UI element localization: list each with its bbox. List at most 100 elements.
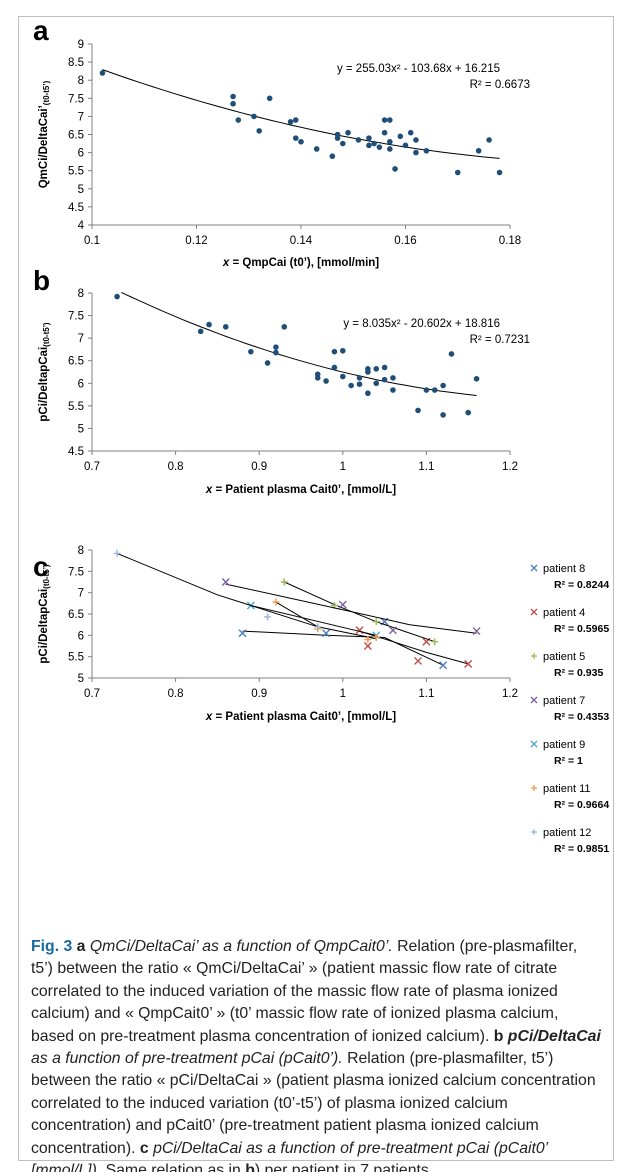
chart-c-legend-marker: [530, 740, 538, 748]
chart-a-data-point: [423, 147, 430, 154]
chart-c-data-point: [372, 633, 380, 641]
chart-a-data-point: [387, 117, 393, 123]
chart-c-legend-marker: [530, 696, 538, 704]
caption-a-title: QmCi/DeltaCai’ as a function of QmpCait0…: [89, 938, 393, 955]
chart-c-trendline-7: [116, 552, 318, 628]
caption-b-body: Relation (pre-plasmafilter, t5’) between…: [31, 1050, 596, 1157]
chart-a-data-point: [340, 140, 346, 147]
chart-a-y-tick-label: 7: [78, 111, 84, 123]
chart-c-legend-r-squared: R² = 0.935: [554, 667, 603, 679]
chart-b-panel-letter: b: [33, 265, 50, 296]
chart-b-data-point: [356, 375, 363, 381]
chart-b-x-axis-label: x = Patient plasma Cait0’, [mmol/L]: [205, 484, 396, 496]
chart-c-data-point: [280, 578, 288, 586]
chart-b-data-point: [381, 376, 388, 383]
chart-c-y-tick-label: 6: [78, 630, 84, 642]
chart-c-legend-label: patient 9: [543, 739, 585, 751]
chart-c-data-point: [364, 636, 372, 644]
chart-a-data-point: [397, 133, 404, 140]
chart-b-data-point: [114, 293, 120, 300]
chart-a-y-tick-label: 5: [78, 184, 84, 196]
chart-a-data-point: [329, 153, 336, 160]
chart-c-y-tick-label: 5.5: [68, 652, 84, 664]
chart-c-legend-r-squared: R² = 1: [554, 755, 583, 767]
chart-c-y-axis-label: pCi/DeltapCai(t0-t5’): [38, 564, 51, 664]
chart-a-data-point: [251, 113, 257, 120]
figure-caption: Fig. 3 a QmCi/DeltaCai’ as a function of…: [31, 936, 601, 1172]
chart-b-y-tick-label: 5.5: [68, 401, 84, 413]
chart-a-data-point: [454, 169, 461, 176]
chart-c-data-point: [464, 659, 473, 668]
chart-b-data-point: [264, 360, 271, 366]
caption-a-body: Relation (pre-plasmafilter, t5’) between…: [31, 938, 578, 1045]
chart-a-panel-letter: a: [33, 15, 49, 46]
chart-a-y-tick-label: 8.5: [68, 57, 84, 69]
chart-c-legend-label: patient 7: [543, 695, 585, 707]
chart-b-data-point: [206, 321, 212, 328]
chart-a-data-point: [413, 137, 419, 143]
chart-a-x-tick-label: 0.18: [499, 235, 521, 247]
chart-c-data-point: [388, 626, 397, 635]
chart-b-data-point: [365, 369, 371, 375]
chart-c-legend-r-squared: R² = 0.5965: [554, 623, 609, 635]
chart-b-data-point: [356, 381, 363, 387]
chart-b-x-tick-label: 0.9: [251, 461, 267, 473]
chart-b-data-point: [381, 364, 388, 371]
chart-a-data-point: [334, 135, 341, 141]
chart-c-data-point: [322, 629, 331, 638]
chart-c-y-tick-label: 7: [78, 588, 84, 600]
chart-c-trendline-3: [284, 581, 435, 643]
chart-a-data-point: [402, 142, 409, 149]
chart-b-data-point: [348, 382, 354, 389]
chart-b-data-point: [323, 378, 329, 384]
figure-charts: a 4 4.5 5 5.5 6 6.5 7 7.5 8 8.5 9 0.1 0.12 0.14 0.16 0.1…: [33, 15, 609, 855]
chart-c-trendline-4: [225, 583, 477, 634]
chart-c-data-point: [355, 626, 364, 635]
chart-c-y-tick-label: 8: [78, 545, 84, 557]
chart-a-x-tick-label: 0.1: [84, 235, 100, 247]
chart-c-x-tick-label: 1.1: [418, 688, 434, 700]
caption-b-title: as a function of pre-treatment pCai (pCa…: [31, 1050, 343, 1068]
chart-b-data-point: [465, 409, 472, 416]
chart-c-legend-label: patient 5: [543, 651, 585, 663]
caption-c-body-2: ) per patient in 7 patients: [254, 1162, 429, 1172]
chart-b-y-tick-label: 4.5: [68, 446, 84, 458]
chart-c-data-point: [363, 642, 372, 650]
chart-b-x-tick-label: 1: [340, 461, 346, 473]
chart-c-x-axis-label: x = Patient plasma Cait0’, [mmol/L]: [205, 711, 396, 723]
chart-a-equation: y = 255.03x² - 103.68x + 16.215: [337, 63, 500, 75]
chart-a-data-point: [366, 135, 372, 141]
chart-a-x-tick-label: 0.14: [290, 235, 313, 247]
chart-a-data-point: [266, 95, 273, 102]
chart-a-data-point: [298, 138, 304, 145]
figure-frame: [18, 16, 614, 1161]
chart-b-data-point: [340, 347, 346, 354]
chart-a-y-tick-label: 6.5: [68, 130, 84, 142]
chart-c-legend-marker: [530, 608, 538, 616]
chart-a-y-tick-label: 8: [78, 75, 84, 87]
chart-b-data-point: [273, 349, 279, 356]
chart-b-data-point: [473, 375, 480, 382]
caption-c-ref: b: [245, 1162, 255, 1172]
chart-b-y-tick-label: 5: [78, 423, 84, 435]
chart-c-legend-marker: [531, 829, 537, 835]
chart-c-x-tick-label: 0.7: [84, 688, 100, 700]
chart-c-trendline-5: [250, 605, 377, 636]
chart-b-x-tick-label: 1.1: [418, 461, 434, 473]
chart-b-y-tick-label: 7: [78, 333, 84, 345]
chart-a-data-point: [355, 137, 362, 143]
chart-a-data-point: [292, 135, 299, 141]
chart-b-data-point: [440, 382, 446, 389]
chart-b-data-point: [390, 375, 396, 381]
chart-a-data-point: [371, 140, 377, 147]
chart-b-data-point: [440, 412, 446, 418]
chart-b-data-point: [281, 324, 288, 330]
chart-a-data-point: [413, 149, 419, 156]
chart-a-y-tick-label: 9: [78, 39, 84, 51]
chart-b-data-point: [222, 324, 229, 330]
chart-c-panel-letter: c: [33, 551, 49, 582]
chart-c-legend-r-squared: R² = 0.9664: [554, 799, 609, 811]
chart-b-y-axis-label: pCi/DeltapCai(t0-t5’): [38, 322, 51, 422]
chart-b-data-point: [248, 348, 254, 355]
